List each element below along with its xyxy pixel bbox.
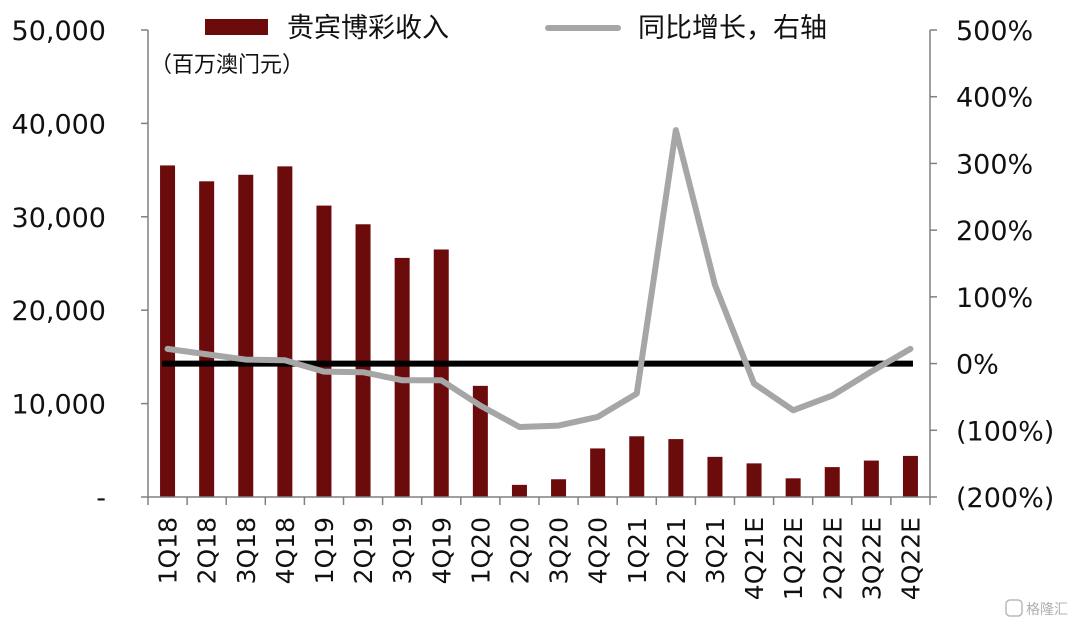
x-tick-label: 3Q18 bbox=[232, 517, 261, 584]
right-tick-label: 300% bbox=[956, 149, 1033, 180]
bar-1Q20 bbox=[472, 385, 488, 497]
legend-label-bar: 贵宾博彩收入 bbox=[287, 13, 449, 44]
left-tick-label: 40,000 bbox=[12, 109, 106, 140]
watermark-text: 格隆汇 bbox=[1026, 602, 1068, 618]
legend-swatch-bar bbox=[205, 19, 268, 35]
x-tick-label: 3Q22E bbox=[857, 517, 886, 600]
x-tick-label: 4Q21E bbox=[740, 517, 769, 600]
x-tick-label: 4Q18 bbox=[271, 517, 300, 584]
axes: - 10,000 20,000 30,000 40,000 50,000 (200%) (10… bbox=[12, 16, 1055, 600]
x-tick-label: 1Q20 bbox=[466, 517, 495, 584]
x-tick-label: 3Q21 bbox=[701, 517, 730, 584]
bar-2Q18 bbox=[199, 181, 215, 498]
right-tick-label: 100% bbox=[956, 283, 1033, 314]
right-tick-label: (200%) bbox=[956, 483, 1054, 514]
right-tick-label: 0% bbox=[956, 350, 999, 381]
watermark-logo-icon bbox=[1005, 599, 1023, 617]
bar-1Q21 bbox=[629, 436, 645, 497]
left-tick-label: 50,000 bbox=[12, 16, 106, 47]
bar-3Q22E bbox=[863, 460, 879, 497]
x-tick-label: 2Q21 bbox=[662, 517, 691, 584]
bar-4Q18 bbox=[277, 166, 293, 497]
left-tick-label: - bbox=[96, 483, 106, 514]
bar-2Q21 bbox=[668, 439, 684, 497]
x-tick-label: 2Q18 bbox=[193, 517, 222, 584]
right-tick-label: 200% bbox=[956, 216, 1033, 247]
bar-4Q21E bbox=[746, 463, 762, 497]
bar-series bbox=[160, 165, 918, 498]
bar-4Q22E bbox=[902, 455, 918, 497]
bar-4Q19 bbox=[433, 249, 449, 497]
watermark: 格隆汇 bbox=[1005, 599, 1068, 618]
x-tick-label: 4Q22E bbox=[896, 517, 925, 600]
bar-1Q18 bbox=[160, 165, 176, 497]
bar-2Q22E bbox=[824, 467, 840, 497]
left-tick-label: 10,000 bbox=[12, 390, 106, 421]
bar-1Q22E bbox=[785, 478, 801, 497]
bar-1Q19 bbox=[316, 205, 332, 498]
x-tick-label: 1Q18 bbox=[154, 517, 183, 584]
x-tick-label: 3Q20 bbox=[545, 517, 574, 584]
left-tick-label: 30,000 bbox=[12, 203, 106, 234]
x-tick-label: 2Q19 bbox=[349, 517, 378, 584]
legend-label-line: 同比增长，右轴 bbox=[638, 13, 827, 44]
left-tick-label: 20,000 bbox=[12, 296, 106, 327]
growth-line-series bbox=[164, 127, 914, 430]
left-axis-unit: （百万澳门元） bbox=[150, 53, 304, 78]
x-tick-label: 4Q20 bbox=[584, 517, 613, 584]
bar-3Q20 bbox=[551, 479, 567, 497]
x-tick-label: 2Q20 bbox=[505, 517, 534, 584]
x-tick-label: 3Q19 bbox=[388, 517, 417, 584]
x-tick-label: 1Q21 bbox=[623, 517, 652, 584]
x-tick-label: 4Q19 bbox=[427, 517, 456, 584]
right-tick-label: 400% bbox=[956, 83, 1033, 114]
right-tick-label: (100%) bbox=[956, 416, 1054, 447]
bar-3Q18 bbox=[238, 174, 254, 497]
growth-line bbox=[164, 127, 914, 430]
bar-2Q20 bbox=[511, 484, 527, 497]
x-tick-label: 2Q22E bbox=[818, 517, 847, 600]
legend: 贵宾博彩收入 同比增长，右轴 bbox=[205, 13, 827, 44]
bar-4Q20 bbox=[590, 448, 606, 497]
bar-3Q21 bbox=[707, 456, 723, 497]
x-tick-label: 1Q22E bbox=[779, 517, 808, 600]
right-tick-label: 500% bbox=[956, 16, 1033, 47]
x-tick-label: 1Q19 bbox=[310, 517, 339, 584]
